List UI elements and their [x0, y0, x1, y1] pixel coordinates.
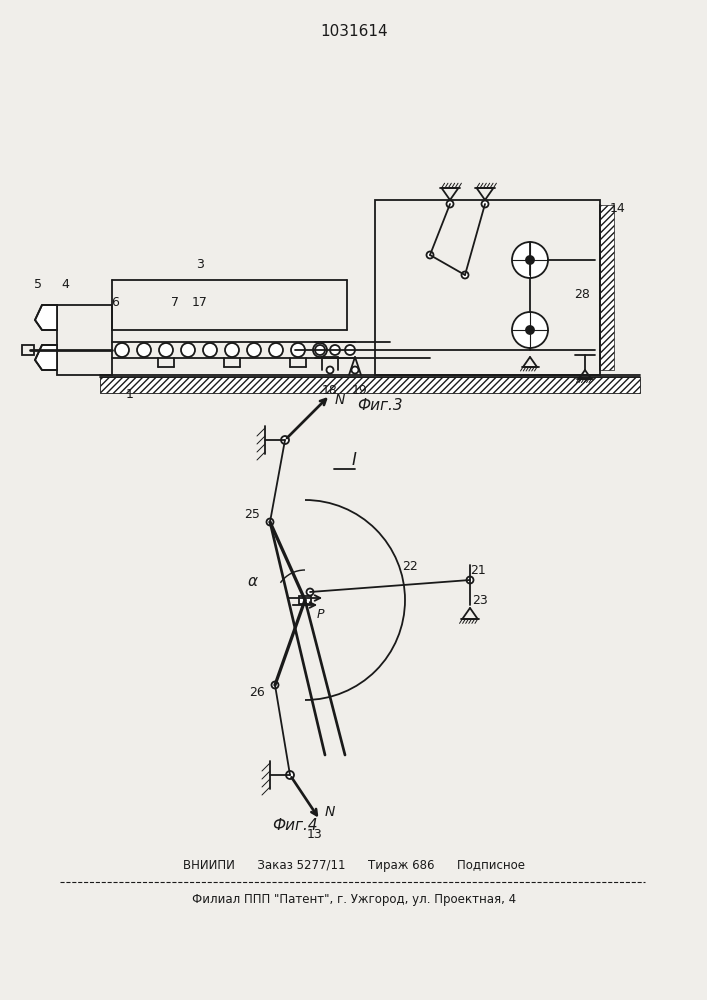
Circle shape: [447, 200, 453, 208]
Circle shape: [313, 343, 327, 357]
Circle shape: [512, 242, 548, 278]
Text: P: P: [316, 608, 324, 621]
Text: 25: 25: [244, 508, 260, 520]
Text: Филиал ППП "Патент", г. Ужгород, ул. Проектная, 4: Филиал ППП "Патент", г. Ужгород, ул. Про…: [192, 894, 516, 906]
Bar: [100, 377, 640, 393]
Circle shape: [462, 271, 469, 278]
Text: Фиг.4: Фиг.4: [272, 818, 318, 832]
Circle shape: [225, 343, 239, 357]
Circle shape: [307, 588, 313, 595]
Text: ВНИИПИ      Заказ 5277/11      Тираж 686      Подписное: ВНИИПИ Заказ 5277/11 Тираж 686 Подписное: [183, 858, 525, 871]
Text: 13: 13: [307, 828, 323, 842]
Text: 5: 5: [34, 278, 42, 292]
Circle shape: [426, 251, 433, 258]
Bar: [22, 345, 34, 355]
Circle shape: [203, 343, 217, 357]
Circle shape: [181, 343, 195, 357]
Text: 23: 23: [472, 593, 488, 606]
Bar: [600, 205, 614, 370]
Text: 4: 4: [61, 278, 69, 292]
Text: $\alpha$: $\alpha$: [247, 574, 259, 589]
Circle shape: [330, 345, 340, 355]
Text: 22: 22: [402, 560, 418, 574]
Text: Фиг.3: Фиг.3: [357, 397, 403, 412]
Circle shape: [512, 312, 548, 348]
Circle shape: [481, 200, 489, 208]
Text: 21: 21: [470, 564, 486, 576]
Circle shape: [281, 436, 289, 444]
Circle shape: [269, 343, 283, 357]
Circle shape: [159, 343, 173, 357]
Circle shape: [115, 343, 129, 357]
Circle shape: [351, 366, 358, 373]
Text: 19: 19: [352, 383, 368, 396]
Circle shape: [291, 343, 305, 357]
Text: 18: 18: [322, 383, 338, 396]
Text: N: N: [335, 393, 345, 407]
Bar: [375, 200, 600, 375]
Text: 7: 7: [171, 296, 179, 310]
Text: 1: 1: [126, 388, 134, 401]
Circle shape: [526, 256, 534, 264]
Bar: [57, 305, 112, 375]
Circle shape: [327, 366, 334, 373]
Text: 17: 17: [192, 296, 208, 310]
Text: 28: 28: [574, 288, 590, 302]
Circle shape: [137, 343, 151, 357]
Text: 26: 26: [249, 686, 265, 700]
Polygon shape: [35, 345, 57, 370]
Circle shape: [315, 345, 325, 355]
Circle shape: [467, 576, 474, 584]
Circle shape: [247, 343, 261, 357]
Text: 3: 3: [196, 258, 204, 271]
Circle shape: [267, 518, 274, 526]
Text: I: I: [351, 451, 356, 469]
Circle shape: [526, 326, 534, 334]
Circle shape: [271, 682, 279, 688]
Text: 1031614: 1031614: [320, 24, 388, 39]
Text: 6: 6: [111, 296, 119, 310]
Circle shape: [286, 771, 294, 779]
Text: N: N: [325, 805, 335, 819]
Circle shape: [345, 345, 355, 355]
Bar: [299, 596, 311, 604]
Text: 14: 14: [610, 202, 626, 215]
Polygon shape: [35, 305, 57, 330]
